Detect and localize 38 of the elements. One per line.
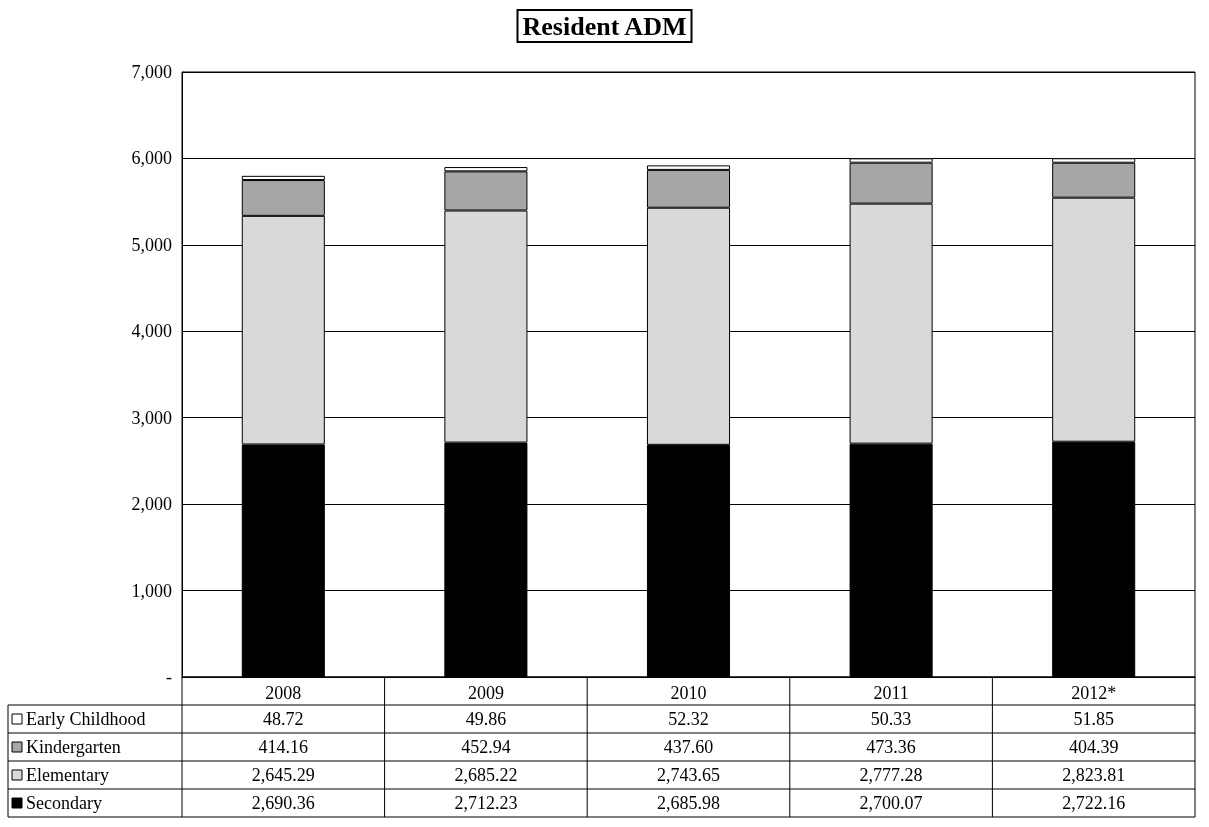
x-tick-label: 2012* (1071, 683, 1117, 703)
y-tick-label: 4,000 (131, 321, 172, 342)
x-tick-label: 2011 (873, 683, 909, 703)
data-label: 2,685.22 (454, 765, 518, 785)
y-tick-label: 7,000 (131, 62, 172, 82)
y-tick-label: 5,000 (131, 234, 172, 255)
data-label: 2,823.81 (1062, 765, 1126, 785)
data-label: 2,700.07 (859, 793, 923, 813)
chart-title: Resident ADM (522, 11, 687, 41)
x-tick-label: 2008 (265, 683, 302, 703)
data-label: 51.85 (1073, 709, 1114, 729)
data-label: 50.33 (870, 709, 912, 729)
y-tick-label: 3,000 (131, 407, 172, 428)
data-label: 2,777.28 (859, 765, 923, 785)
legend-label: Early Childhood (26, 709, 146, 729)
data-label: 473.36 (866, 737, 916, 757)
data-label: 2,722.16 (1062, 793, 1126, 813)
data-label: 404.39 (1068, 737, 1119, 757)
data-label: 452.94 (461, 737, 511, 757)
legend-label: Kindergarten (26, 737, 121, 757)
y-tick-label: 2,000 (131, 494, 172, 515)
data-label: 2,645.29 (251, 765, 315, 785)
legend-label: Elementary (26, 765, 109, 785)
data-label: 48.72 (263, 709, 304, 729)
data-label: 2,690.36 (251, 793, 315, 813)
data-label: 49.86 (465, 709, 507, 729)
data-label: 52.32 (668, 709, 709, 729)
data-label: 414.16 (258, 737, 309, 757)
legend-label: Secondary (26, 793, 102, 813)
x-tick-label: 2010 (670, 683, 707, 703)
y-tick-label: 6,000 (131, 148, 172, 169)
data-label: 2,712.23 (454, 793, 518, 813)
y-tick-label: - (166, 667, 172, 687)
data-label: 2,743.65 (657, 765, 720, 785)
data-label: 437.60 (663, 737, 714, 757)
y-tick-label: 1,000 (131, 580, 172, 601)
data-label: 2,685.98 (657, 793, 720, 813)
x-tick-label: 2009 (467, 683, 504, 703)
